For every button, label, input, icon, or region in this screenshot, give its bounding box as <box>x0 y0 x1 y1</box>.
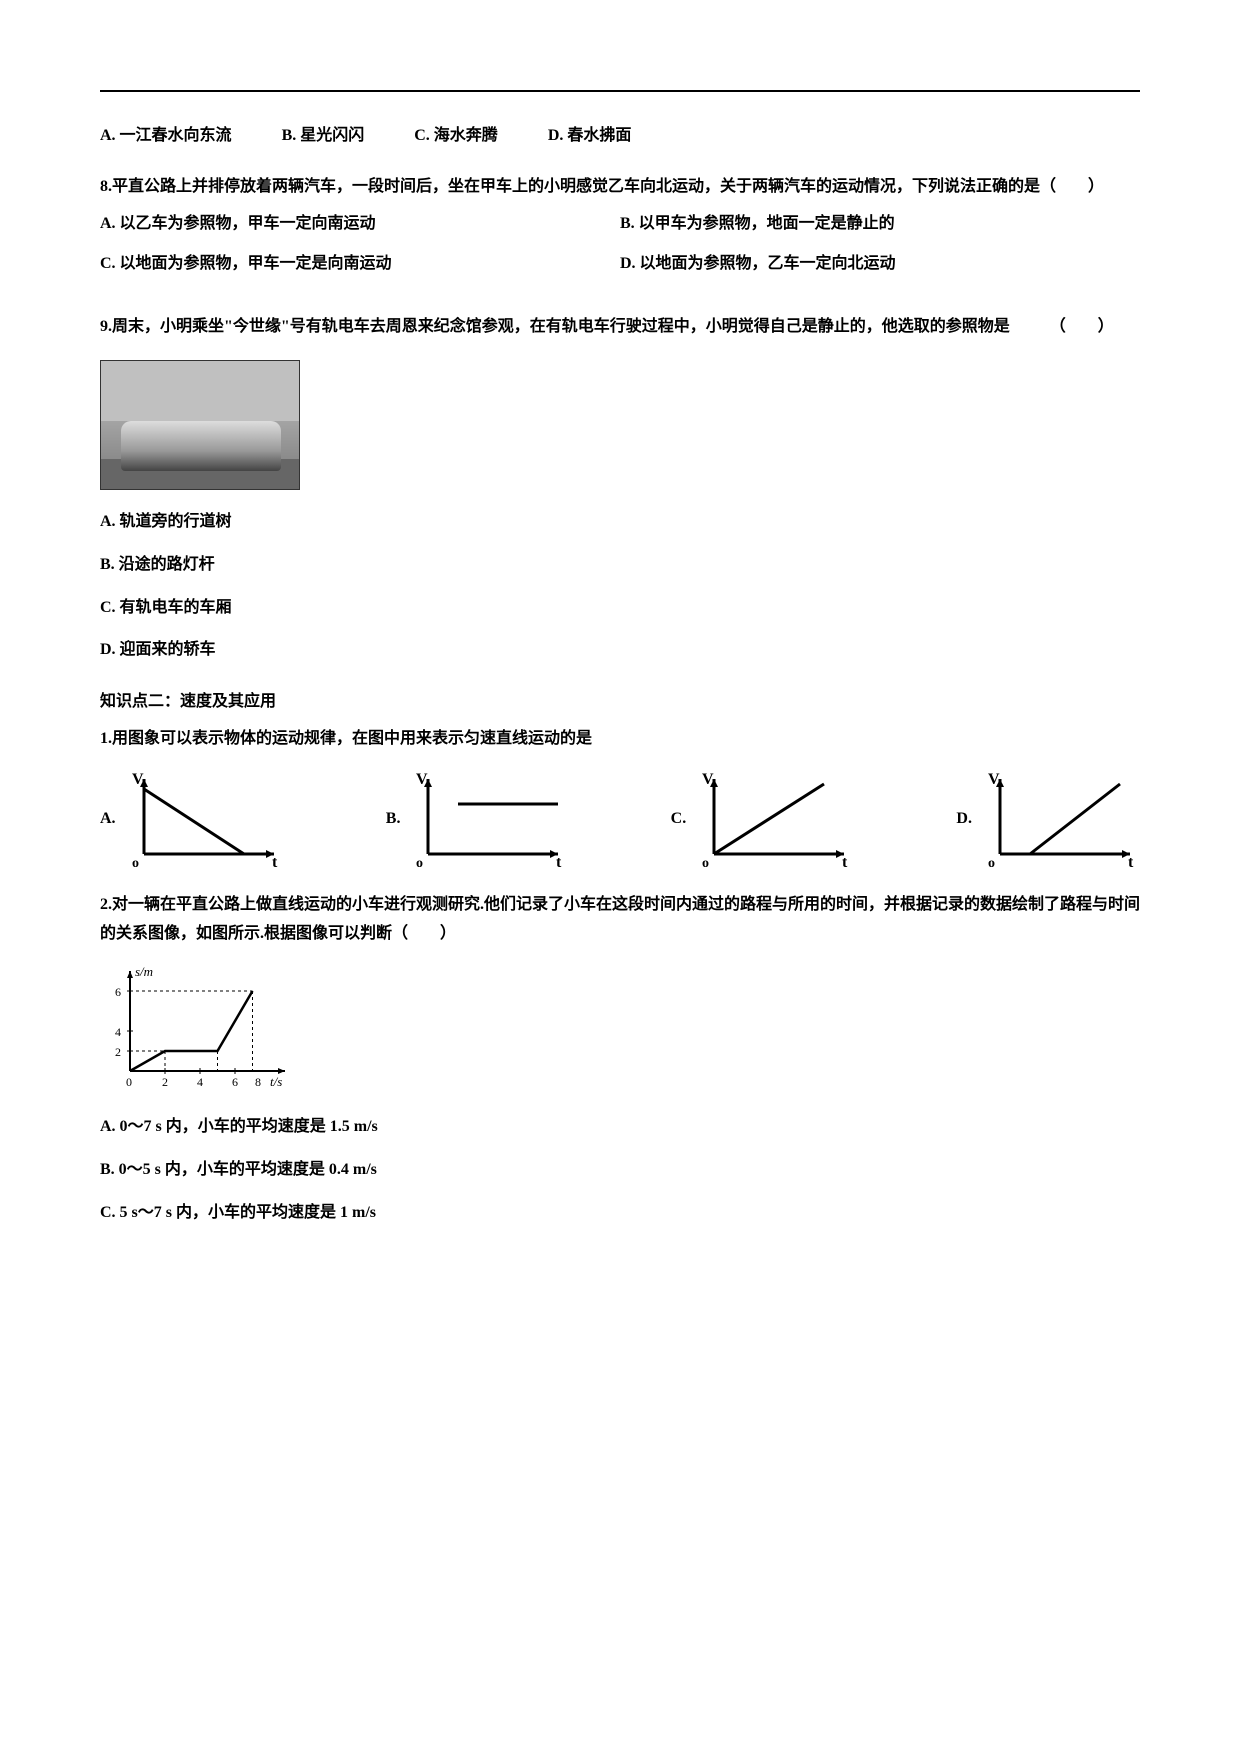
svg-text:2: 2 <box>162 1075 168 1089</box>
q8-option-b: B. 以甲车为参照物，地面一定是静止的 <box>620 210 1140 239</box>
vt-graph-d: V t o <box>980 769 1140 869</box>
svg-text:t: t <box>556 854 562 869</box>
s2q1-label-c: C. <box>671 805 687 834</box>
s2q1-label-d: D. <box>956 805 972 834</box>
s2q2: 2.对一辆在平直公路上做直线运动的小车进行观测研究.他们记录了小车在这段时间内通… <box>100 891 1140 1228</box>
svg-text:2: 2 <box>115 1045 121 1059</box>
q8-option-a: A. 以乙车为参照物，甲车一定向南运动 <box>100 210 620 239</box>
svg-text:t: t <box>272 854 278 869</box>
q9: 9.周末，小明乘坐"今世缘"号有轨电车去周恩来纪念馆参观，在有轨电车行驶过程中，… <box>100 313 1140 665</box>
section2-title: 知识点二：速度及其应用 <box>100 687 1140 711</box>
q7-option-a: A. 一江春水向东流 <box>100 122 232 151</box>
q8-stem: 8.平直公路上并排停放着两辆汽车，一段时间后，坐在甲车上的小明感觉乙车向北运动，… <box>100 173 1140 202</box>
svg-text:V: V <box>132 771 144 788</box>
svg-text:6: 6 <box>232 1075 238 1089</box>
svg-text:V: V <box>416 771 428 788</box>
vt-graph-b: V t o <box>408 769 568 869</box>
svg-text:8: 8 <box>255 1075 261 1089</box>
s2q1-label-b: B. <box>386 805 401 834</box>
q8-option-c: C. 以地面为参照物，甲车一定是向南运动 <box>100 250 620 279</box>
s2q2-option-c: C. 5 s～7 s 内，小车的平均速度是 1 m/s <box>100 1199 1140 1228</box>
svg-text:t: t <box>1128 854 1134 869</box>
svg-text:o: o <box>702 856 709 869</box>
vt-graph-a: V t o <box>124 769 284 869</box>
s2q2-option-b: B. 0～5 s 内，小车的平均速度是 0.4 m/s <box>100 1156 1140 1185</box>
s2q2-stem: 2.对一辆在平直公路上做直线运动的小车进行观测研究.他们记录了小车在这段时间内通… <box>100 891 1140 949</box>
q9-option-d: D. 迎面来的轿车 <box>100 636 1140 665</box>
q9-option-c: C. 有轨电车的车厢 <box>100 594 1140 623</box>
q7-option-b: B. 星光闪闪 <box>282 122 365 151</box>
tram-image <box>100 360 300 490</box>
s2q1-label-a: A. <box>100 805 116 834</box>
s2q1-stem: 1.用图象可以表示物体的运动规律，在图中用来表示匀速直线运动的是 <box>100 725 1140 754</box>
top-rule <box>100 90 1140 92</box>
svg-text:o: o <box>988 856 995 869</box>
st-graph: s/m t/s 2 4 6 0 2 4 6 8 <box>100 961 300 1091</box>
svg-text:o: o <box>416 856 423 869</box>
svg-text:V: V <box>702 771 714 788</box>
svg-text:t/s: t/s <box>270 1074 282 1089</box>
q9-stem: 9.周末，小明乘坐"今世缘"号有轨电车去周恩来纪念馆参观，在有轨电车行驶过程中，… <box>100 313 1140 342</box>
q8: 8.平直公路上并排停放着两辆汽车，一段时间后，坐在甲车上的小明感觉乙车向北运动，… <box>100 173 1140 291</box>
svg-text:4: 4 <box>115 1025 121 1039</box>
svg-text:0: 0 <box>126 1075 132 1089</box>
svg-text:V: V <box>988 771 1000 788</box>
svg-text:t: t <box>842 854 848 869</box>
svg-text:o: o <box>132 856 139 869</box>
svg-text:s/m: s/m <box>135 964 153 979</box>
q7-option-d: D. 春水拂面 <box>548 122 632 151</box>
q9-option-a: A. 轨道旁的行道树 <box>100 508 1140 537</box>
s2q2-option-a: A. 0～7 s 内，小车的平均速度是 1.5 m/s <box>100 1113 1140 1142</box>
q8-option-d: D. 以地面为参照物，乙车一定向北运动 <box>620 250 1140 279</box>
svg-text:4: 4 <box>197 1075 203 1089</box>
q7-options: A. 一江春水向东流 B. 星光闪闪 C. 海水奔腾 D. 春水拂面 <box>100 122 1140 151</box>
s2q1: 1.用图象可以表示物体的运动规律，在图中用来表示匀速直线运动的是 A. V t … <box>100 725 1140 869</box>
q9-option-b: B. 沿途的路灯杆 <box>100 551 1140 580</box>
q7-option-c: C. 海水奔腾 <box>414 122 498 151</box>
svg-text:6: 6 <box>115 985 121 999</box>
vt-graph-c: V t o <box>694 769 854 869</box>
vt-graphs-row: A. V t o B. V t o <box>100 769 1140 869</box>
